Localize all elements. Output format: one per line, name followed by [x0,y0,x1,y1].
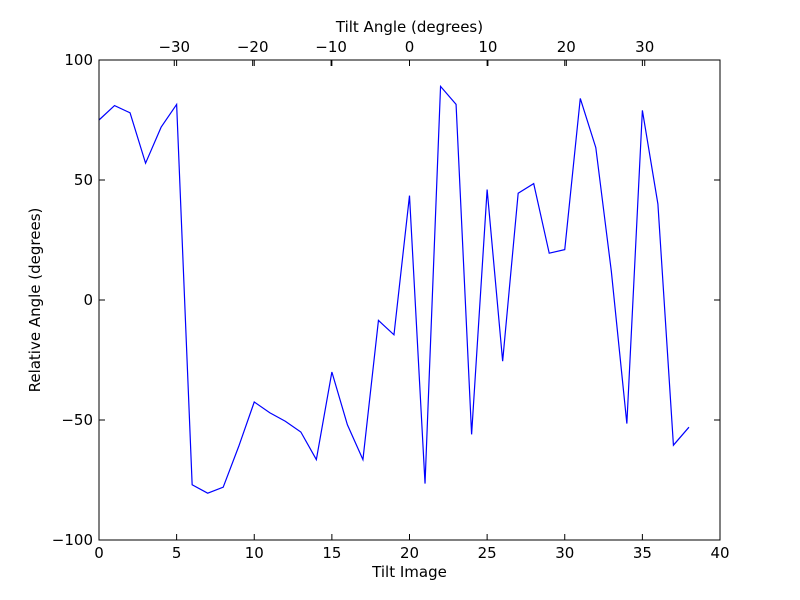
x-tick-label: 20 [400,544,419,562]
x-tick-label: 35 [633,544,652,562]
y-tick-label: 100 [64,51,93,69]
series-layer [98,84,690,494]
y-tick-label: −100 [52,531,93,549]
top-x-tick-label: 30 [635,38,654,56]
y-tick-label: −50 [61,411,93,429]
top-x-tick-label: 10 [478,38,497,56]
x-tick-label: 10 [245,544,264,562]
plot-frame [98,59,721,541]
top-x-axis-label: Tilt Angle (degrees) [335,18,483,36]
top-x-tick-label: −10 [315,38,347,56]
x-tick-label: 25 [478,544,497,562]
series-line-0 [98,84,690,494]
y-axis-label: Relative Angle (degrees) [26,208,44,393]
top-x-tick-label: 20 [557,38,576,56]
x-tick-label: 0 [94,544,104,562]
top-x-tick-label: −20 [237,38,269,56]
x-tick-label: 40 [710,544,729,562]
x-axis-label: Tilt Image [371,563,447,581]
y-tick-label: 0 [83,291,93,309]
top-x-tick-label: 0 [405,38,415,56]
y-tick-label: 50 [74,171,93,189]
plot-area [99,60,720,540]
top-x-tick-label: −30 [158,38,190,56]
x-tick-label: 30 [555,544,574,562]
x-tick-label: 15 [322,544,341,562]
x-tick-label: 5 [172,544,182,562]
